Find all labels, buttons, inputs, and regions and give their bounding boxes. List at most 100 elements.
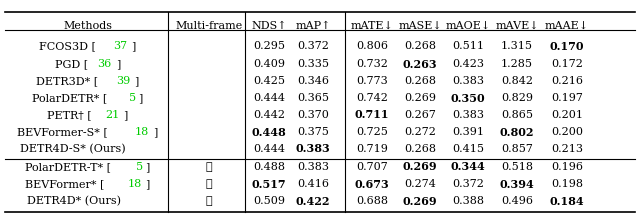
Text: 0.719: 0.719	[356, 144, 388, 154]
Text: ]: ]	[145, 179, 150, 189]
Text: 0.673: 0.673	[355, 178, 389, 190]
Text: 0.350: 0.350	[451, 93, 485, 103]
Text: 0.383: 0.383	[452, 110, 484, 120]
Text: 37: 37	[113, 41, 127, 51]
Text: 0.829: 0.829	[501, 93, 533, 103]
Text: 0.732: 0.732	[356, 59, 388, 69]
Text: Multi-frame: Multi-frame	[175, 21, 243, 31]
Text: 0.444: 0.444	[253, 144, 285, 154]
Text: 0.268: 0.268	[404, 76, 436, 86]
Text: 0.423: 0.423	[452, 59, 484, 69]
Text: 0.198: 0.198	[551, 179, 583, 189]
Text: PolarDETR-T* [: PolarDETR-T* [	[25, 162, 111, 172]
Text: 0.375: 0.375	[297, 127, 329, 137]
Text: 0.295: 0.295	[253, 41, 285, 51]
Text: 0.391: 0.391	[452, 127, 484, 137]
Text: mAAE↓: mAAE↓	[545, 21, 589, 31]
Text: mAVE↓: mAVE↓	[495, 21, 539, 31]
Text: 0.372: 0.372	[452, 179, 484, 189]
Text: 0.488: 0.488	[253, 162, 285, 172]
Text: DETR3D* [: DETR3D* [	[36, 76, 98, 86]
Text: mATE↓: mATE↓	[351, 21, 394, 31]
Text: 0.272: 0.272	[404, 127, 436, 137]
Text: 0.511: 0.511	[452, 41, 484, 51]
Text: ]: ]	[116, 59, 120, 69]
Text: 0.170: 0.170	[550, 40, 584, 52]
Text: 0.267: 0.267	[404, 110, 436, 120]
Text: 0.422: 0.422	[296, 196, 330, 206]
Text: 0.416: 0.416	[297, 179, 329, 189]
Text: 0.509: 0.509	[253, 196, 285, 206]
Text: ]: ]	[134, 76, 139, 86]
Text: 0.335: 0.335	[297, 59, 329, 69]
Text: 0.200: 0.200	[551, 127, 583, 137]
Text: 18: 18	[127, 179, 141, 189]
Text: PGD [: PGD [	[54, 59, 88, 69]
Text: DETR4D-S* (Ours): DETR4D-S* (Ours)	[20, 144, 125, 154]
Text: 0.517: 0.517	[252, 178, 286, 190]
Text: 0.496: 0.496	[501, 196, 533, 206]
Text: 21: 21	[105, 110, 119, 120]
Text: 5: 5	[136, 162, 143, 172]
Text: PolarDETR* [: PolarDETR* [	[32, 93, 108, 103]
Text: 0.742: 0.742	[356, 93, 388, 103]
Text: 0.274: 0.274	[404, 179, 436, 189]
Text: mAOE↓: mAOE↓	[445, 21, 491, 31]
Text: ✓: ✓	[205, 196, 212, 206]
Text: 0.216: 0.216	[551, 76, 583, 86]
Text: 0.263: 0.263	[403, 59, 437, 69]
Text: 0.865: 0.865	[501, 110, 533, 120]
Text: 0.518: 0.518	[501, 162, 533, 172]
Text: BEVFormer-S* [: BEVFormer-S* [	[17, 127, 108, 137]
Text: 0.448: 0.448	[252, 127, 286, 137]
Text: FCOS3D [: FCOS3D [	[40, 41, 96, 51]
Text: ]: ]	[145, 162, 150, 172]
Text: ]: ]	[131, 41, 135, 51]
Text: 0.383: 0.383	[452, 76, 484, 86]
Text: 1.315: 1.315	[501, 41, 533, 51]
Text: 0.383: 0.383	[296, 143, 330, 155]
Text: 0.172: 0.172	[551, 59, 583, 69]
Text: 0.213: 0.213	[551, 144, 583, 154]
Text: 0.688: 0.688	[356, 196, 388, 206]
Text: 0.711: 0.711	[355, 109, 389, 121]
Text: mAP↑: mAP↑	[295, 21, 331, 31]
Text: DETR4D* (Ours): DETR4D* (Ours)	[28, 196, 122, 206]
Text: 0.394: 0.394	[500, 178, 534, 190]
Text: 0.425: 0.425	[253, 76, 285, 86]
Text: 0.372: 0.372	[297, 41, 329, 51]
Text: 36: 36	[97, 59, 111, 69]
Text: 39: 39	[116, 76, 131, 86]
Text: ]: ]	[153, 127, 157, 137]
Text: 0.806: 0.806	[356, 41, 388, 51]
Text: ]: ]	[123, 110, 127, 120]
Text: 0.269: 0.269	[404, 93, 436, 103]
Text: 0.707: 0.707	[356, 162, 388, 172]
Text: 18: 18	[134, 127, 148, 137]
Text: 0.269: 0.269	[403, 196, 437, 206]
Text: mASE↓: mASE↓	[398, 21, 442, 31]
Text: 0.197: 0.197	[551, 93, 583, 103]
Text: 1.285: 1.285	[501, 59, 533, 69]
Text: 0.370: 0.370	[297, 110, 329, 120]
Text: 0.388: 0.388	[452, 196, 484, 206]
Text: 0.383: 0.383	[297, 162, 329, 172]
Text: 5: 5	[129, 93, 136, 103]
Text: 0.196: 0.196	[551, 162, 583, 172]
Text: ]: ]	[138, 93, 143, 103]
Text: PETR† [: PETR† [	[47, 110, 92, 120]
Text: Methods: Methods	[63, 21, 113, 31]
Text: 0.842: 0.842	[501, 76, 533, 86]
Text: 0.184: 0.184	[550, 196, 584, 206]
Text: 0.344: 0.344	[451, 161, 485, 172]
Text: 0.269: 0.269	[403, 161, 437, 172]
Text: ✓: ✓	[205, 179, 212, 189]
Text: 0.268: 0.268	[404, 144, 436, 154]
Text: NDS↑: NDS↑	[251, 21, 287, 31]
Text: 0.442: 0.442	[253, 110, 285, 120]
Text: 0.802: 0.802	[500, 127, 534, 137]
Text: 0.365: 0.365	[297, 93, 329, 103]
Text: 0.857: 0.857	[501, 144, 533, 154]
Text: 0.773: 0.773	[356, 76, 388, 86]
Text: 0.444: 0.444	[253, 93, 285, 103]
